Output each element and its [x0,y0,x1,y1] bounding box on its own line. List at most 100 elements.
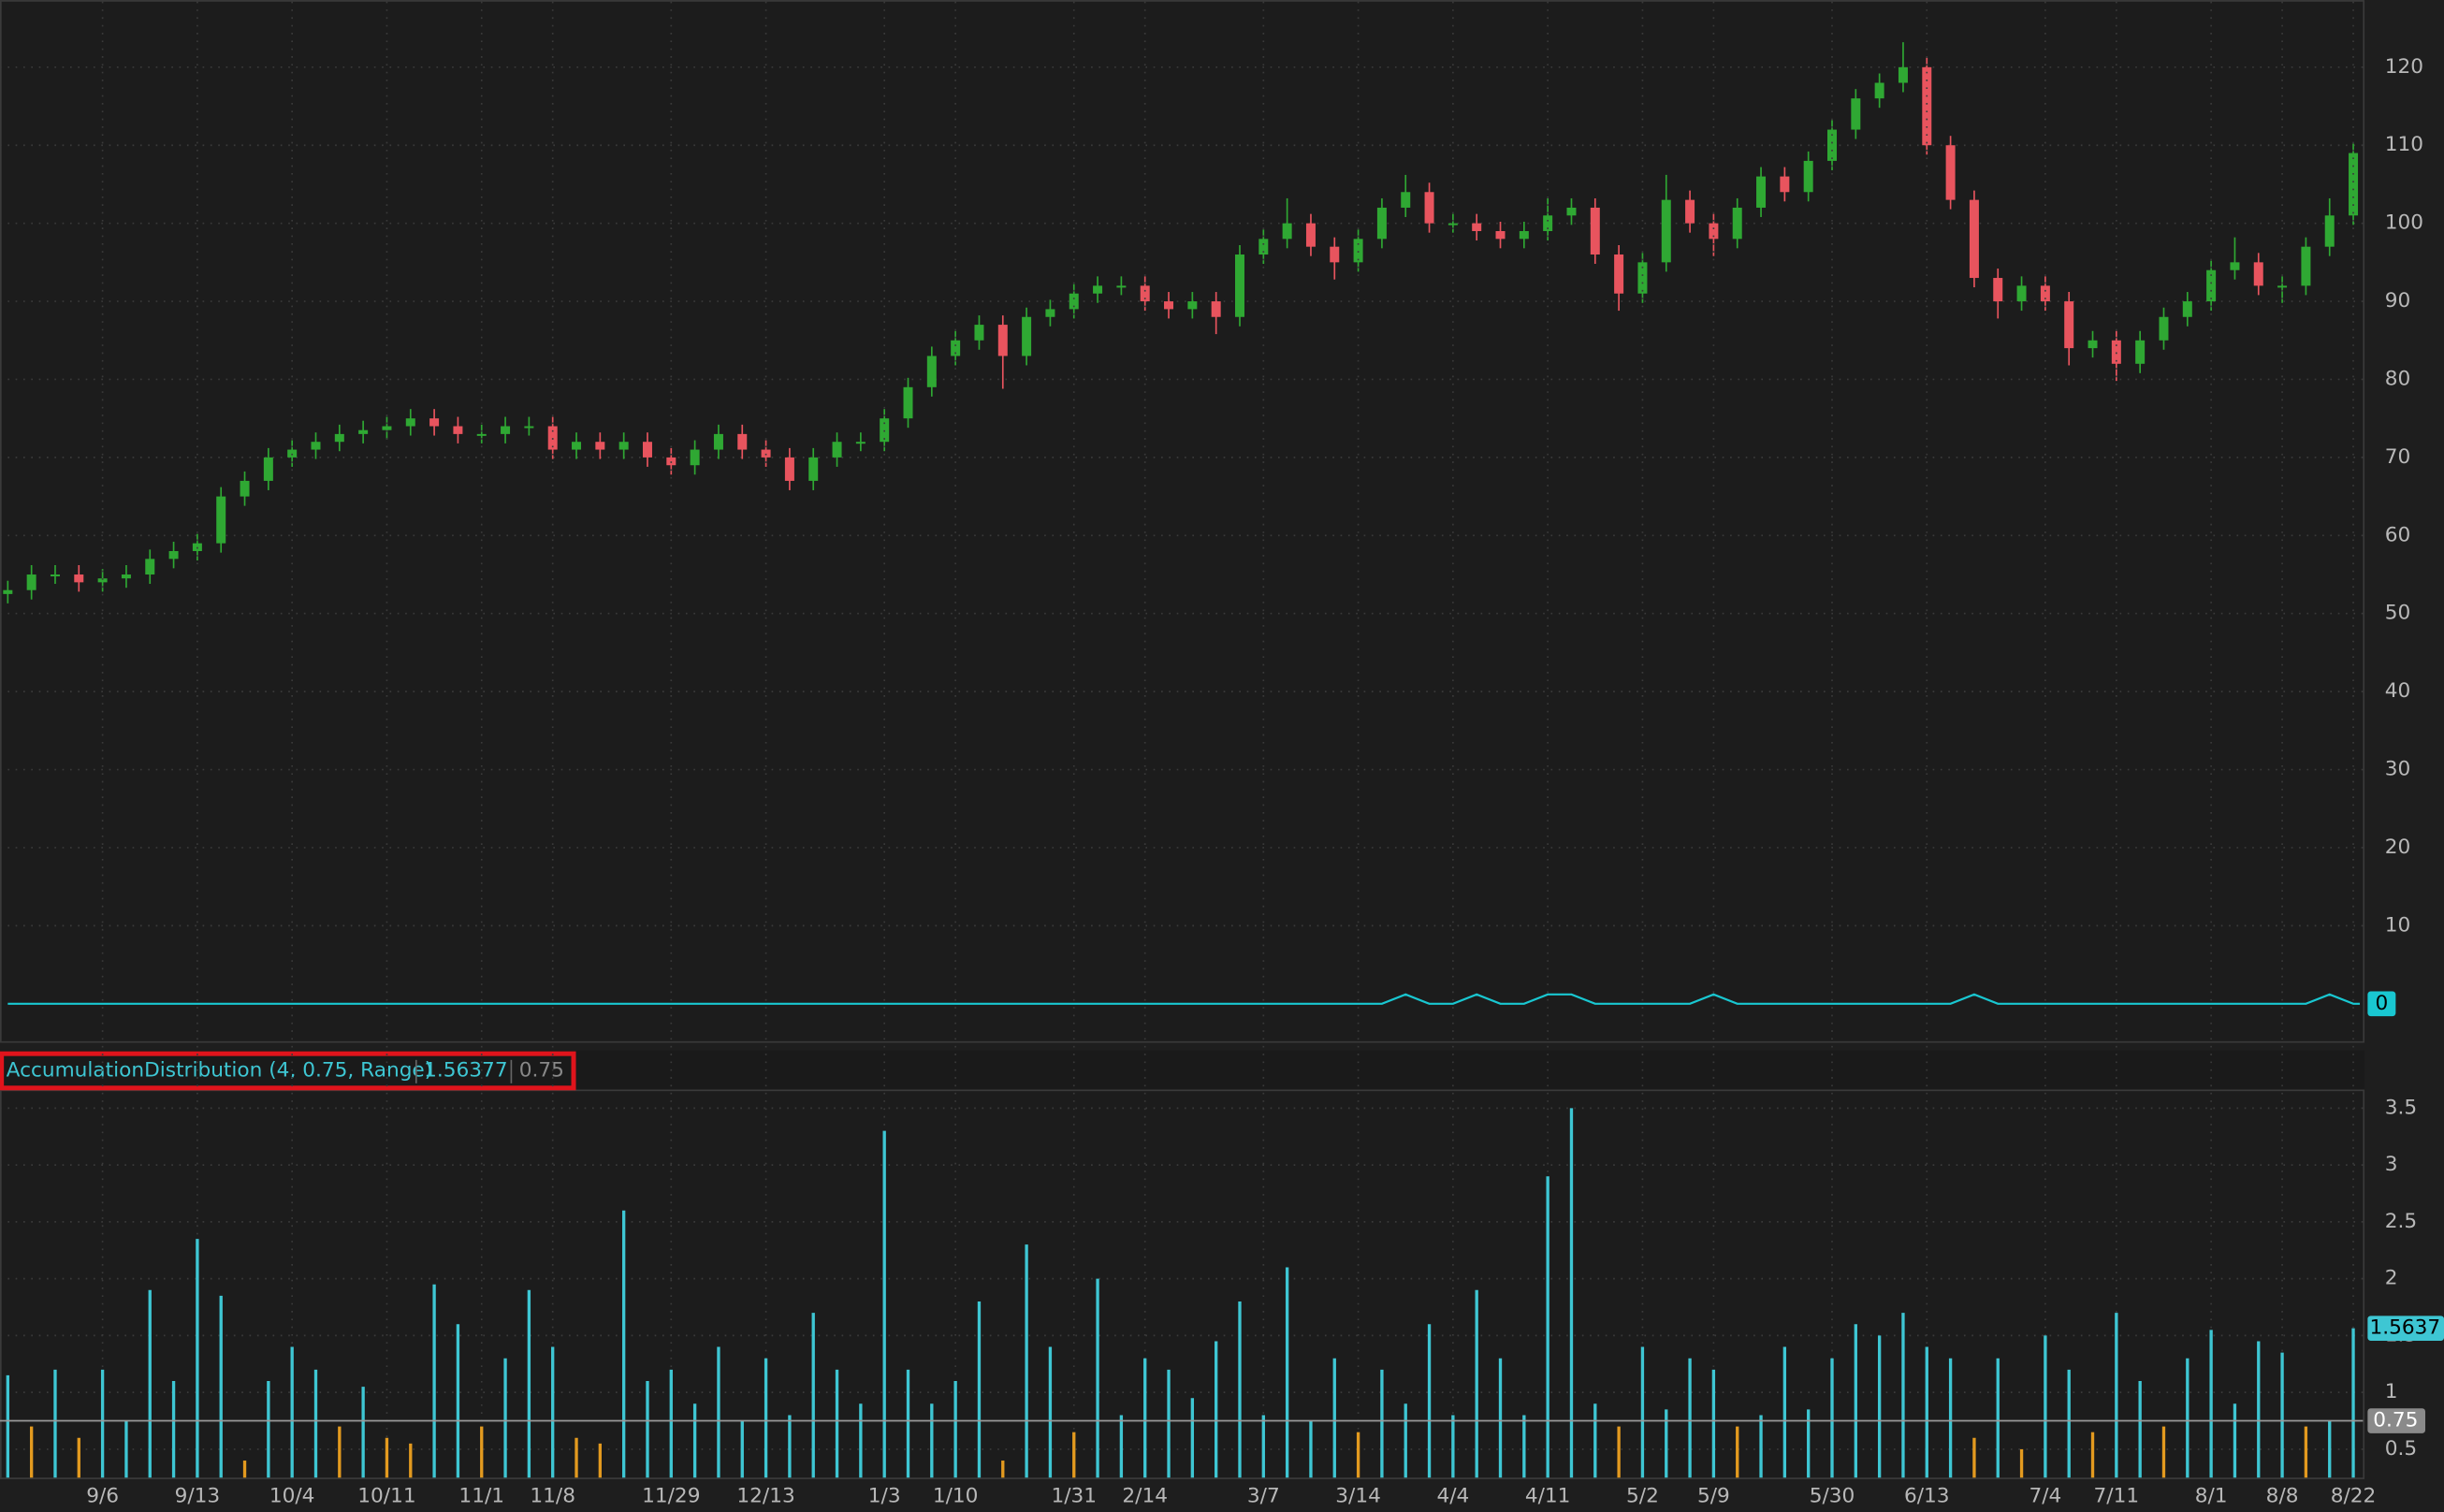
candle-body [240,480,250,497]
x-tick-label: 9/13 [175,1484,221,1507]
value-bubble-label: 1.5637 [2369,1316,2440,1340]
x-tick-label: 1/3 [868,1484,901,1507]
candle-body [595,442,605,450]
candle-body [1022,316,1032,356]
y-tick-label: 70 [2385,445,2411,469]
threshold-bubble [2367,1408,2426,1433]
y-tick-label: 30 [2385,758,2411,781]
indicator-panel [0,1089,2365,1479]
y-tick-label: 1 [2385,1380,2398,1403]
y-tick-label: 10 [2385,913,2411,937]
y-tick-label: 80 [2385,367,2411,390]
candle-body [1305,223,1316,247]
x-tick-label: 8/1 [2195,1484,2228,1507]
x-tick-label: 5/2 [1626,1484,1659,1507]
candle-body [1637,262,1648,294]
signal-bubble-label: 0 [2375,992,2388,1015]
y-tick-label: 3 [2385,1153,2398,1176]
x-tick-label: 1/10 [933,1484,979,1507]
candle-body [903,386,913,419]
candle-body [1709,223,1719,240]
x-tick-label: 8/8 [2266,1484,2299,1507]
candle-body [2159,316,2169,341]
x-tick-label: 2/14 [1122,1484,1168,1507]
x-tick-label: 4/11 [1525,1484,1571,1507]
candle-body [1874,82,1884,99]
candle-body [2088,340,2098,349]
candle-body [74,574,84,583]
candle-body [1472,223,1482,231]
candle-body [453,426,463,434]
candle-body [713,433,723,450]
candle-body [1732,207,1742,240]
candle-body [974,325,984,341]
candle-body [1566,207,1577,216]
candle-body [1258,239,1269,255]
candle-body [1353,239,1363,263]
candle-body [1401,192,1411,208]
x-tick-label: 3/7 [1247,1484,1280,1507]
x-tick-label: 7/11 [2094,1484,2140,1507]
y-tick-label: 120 [2385,55,2423,79]
candle-body [666,457,676,466]
candle-body [855,442,866,444]
candle-body [951,340,961,356]
candle-body [1495,230,1506,240]
x-tick-label: 1/31 [1051,1484,1097,1507]
candle-body [1164,301,1174,310]
candle-body [690,449,700,466]
candle-body [1780,176,1790,193]
candle-body [2135,340,2146,364]
x-tick-label: 5/9 [1697,1484,1730,1507]
candle-body [1187,301,1198,310]
candle-body [2230,262,2240,270]
candle-body [216,496,226,544]
candle-body [2301,246,2311,286]
y-tick-label: 40 [2385,679,2411,703]
y-tick-label: 3.5 [2385,1096,2417,1119]
x-tick-label: 8/22 [2331,1484,2377,1507]
y-tick-label: 110 [2385,133,2423,156]
candle-body [1590,207,1600,255]
highlight-box [0,1051,576,1091]
candle-body [1756,176,1767,208]
candle-body [168,550,179,560]
candle-body [572,442,582,450]
candle-body [2111,340,2121,364]
candle-body [997,325,1008,356]
candle-body [2277,285,2288,288]
candle-body [2324,215,2335,247]
x-tick-label: 11/29 [642,1484,700,1507]
threshold-value: 0.75 [519,1058,564,1082]
candle-body [287,449,298,458]
y-tick-label: 90 [2385,289,2411,313]
candle-body [1614,254,1624,294]
candle-body [501,426,511,434]
candle-body [1685,199,1695,224]
x-tick-label: 11/8 [530,1484,575,1507]
candle-body [2016,285,2027,302]
candle-body [1898,66,1908,83]
indicator-title[interactable]: AccumulationDistribution (4, 0.75, Range… [7,1058,433,1082]
candle-body [3,589,13,594]
signal-line [7,993,2361,1005]
candle-body [1140,285,1150,302]
candle-body [476,433,487,436]
candle-body [145,559,155,575]
candle-body [761,449,771,458]
candle-body [1282,223,1292,240]
x-tick-label: 7/4 [2029,1484,2061,1507]
candle-body [1661,199,1671,263]
candle-body [1851,98,1861,130]
candle-body [547,426,558,450]
indicator-value: 1.56377 [424,1058,508,1082]
candle-body [832,442,842,458]
threshold-bubble-label: 0.75 [2373,1409,2418,1432]
candle-body [97,578,108,583]
candle-body [429,418,440,427]
x-tick-label: 12/13 [736,1484,794,1507]
candle-body [1069,293,1079,310]
candle-body [880,418,890,443]
